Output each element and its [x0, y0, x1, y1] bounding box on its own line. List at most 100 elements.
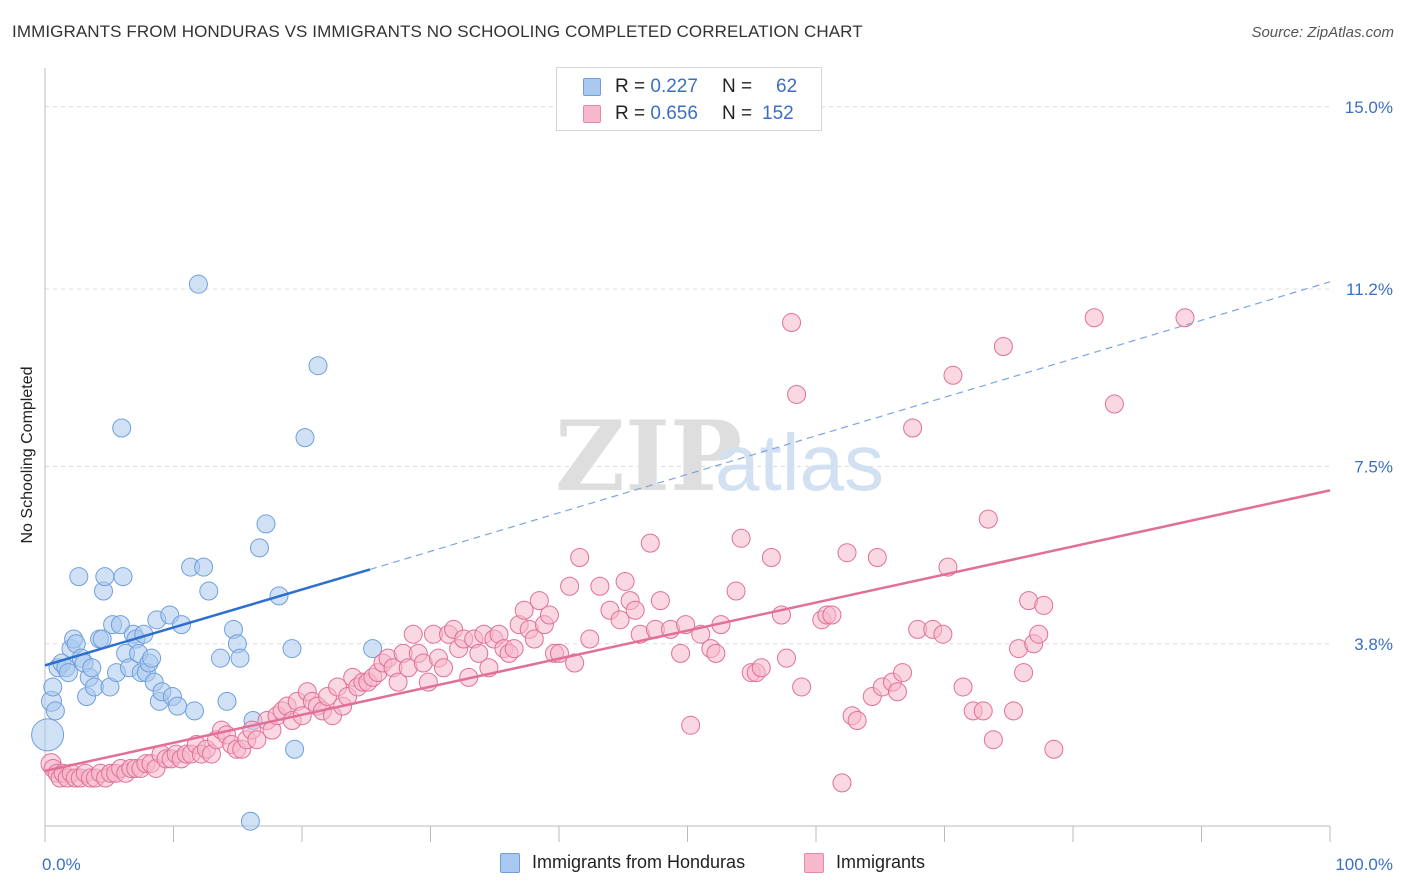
x-tick-label: 0.0%	[42, 855, 81, 874]
trend-immigrants	[44, 489, 1331, 773]
point-immigrants	[978, 509, 998, 529]
point-honduras	[240, 811, 260, 831]
legend-n-label: N =	[721, 76, 753, 97]
point-honduras	[285, 739, 305, 759]
point-immigrants	[529, 591, 549, 611]
bottom-legend-swatch-blue	[500, 852, 520, 873]
point-honduras	[112, 418, 132, 438]
point-immigrants	[1044, 739, 1064, 759]
y-tick-label: 15.0%	[1345, 98, 1393, 117]
point-immigrants	[514, 600, 534, 620]
point-immigrants	[403, 624, 423, 644]
point-immigrants	[822, 605, 842, 625]
point-immigrants	[469, 643, 489, 663]
grid-lines	[45, 106, 1330, 645]
point-immigrants	[650, 591, 670, 611]
point-honduras	[31, 718, 65, 752]
point-immigrants	[247, 730, 267, 750]
y-tick-label: 7.5%	[1354, 457, 1393, 476]
point-immigrants	[761, 547, 781, 567]
point-honduras	[188, 274, 208, 294]
point-honduras	[185, 701, 204, 721]
point-immigrants	[933, 624, 953, 644]
point-immigrants	[580, 629, 600, 649]
point-honduras	[110, 615, 130, 635]
point-immigrants	[625, 600, 645, 620]
point-immigrants	[751, 658, 771, 678]
point-honduras	[199, 581, 219, 601]
point-immigrants	[388, 672, 408, 692]
point-immigrants	[943, 365, 963, 385]
point-immigrants	[1084, 308, 1104, 328]
trend-lines	[44, 281, 1331, 773]
watermark-atlas: atlas	[715, 418, 884, 507]
watermark-zip: ZIP	[555, 400, 742, 513]
point-immigrants	[590, 576, 610, 596]
point-honduras	[95, 567, 115, 587]
x-tick-label: 100.0%	[1335, 855, 1393, 874]
point-honduras	[45, 701, 65, 721]
legend-r-value: 0.656	[650, 103, 698, 124]
point-honduras	[58, 663, 78, 683]
point-honduras	[82, 658, 102, 678]
point-immigrants	[706, 643, 726, 663]
point-immigrants	[1034, 595, 1054, 615]
legend-n-value: 62	[776, 76, 798, 97]
point-honduras	[142, 648, 162, 668]
point-immigrants	[726, 581, 746, 601]
point-immigrants	[893, 663, 913, 683]
point-immigrants	[640, 533, 660, 553]
point-honduras	[230, 648, 250, 668]
stats-legend: R = 0.227 N = 62 R = 0.656 N = 152	[556, 67, 822, 131]
legend-row-honduras: R = 0.227 N = 62	[583, 75, 797, 99]
bottom-legend-label: Immigrants	[836, 852, 926, 872]
point-immigrants	[903, 418, 923, 438]
point-honduras	[211, 648, 230, 668]
legend-row-immigrants: R = 0.656 N = 152	[583, 102, 794, 126]
legend-n-label: N =	[721, 103, 753, 124]
point-immigrants	[993, 337, 1013, 357]
point-immigrants	[983, 730, 1003, 750]
point-immigrants	[777, 648, 797, 668]
chart-title: IMMIGRANTS FROM HONDURAS VS IMMIGRANTS N…	[12, 22, 863, 41]
point-immigrants	[433, 658, 453, 678]
point-honduras	[194, 557, 214, 577]
point-immigrants	[560, 576, 580, 596]
point-immigrants	[847, 711, 867, 731]
point-immigrants	[615, 571, 635, 591]
point-immigrants	[1175, 308, 1195, 328]
point-honduras	[308, 356, 328, 376]
point-immigrants	[504, 639, 524, 659]
point-immigrants	[1014, 663, 1034, 683]
point-honduras	[168, 696, 188, 716]
point-immigrants	[1029, 624, 1049, 644]
legend-r-label: R =	[615, 76, 646, 97]
point-immigrants	[524, 629, 544, 649]
point-immigrants	[837, 543, 857, 563]
point-honduras	[113, 567, 133, 587]
y-tick-label: 11.2%	[1346, 280, 1393, 299]
point-immigrants	[953, 677, 973, 697]
bottom-legend-immigrants: Immigrants	[804, 852, 925, 873]
point-honduras	[295, 428, 315, 448]
point-immigrants	[787, 384, 807, 404]
point-immigrants	[731, 528, 751, 548]
bottom-legend-swatch-pink	[804, 852, 824, 873]
point-immigrants	[887, 682, 907, 702]
legend-n-value: 152	[762, 103, 794, 124]
bottom-legend-honduras: Immigrants from Honduras	[500, 852, 745, 873]
point-immigrants	[792, 677, 812, 697]
point-honduras	[217, 691, 237, 711]
tick-labels: 3.8% 7.5% 11.2% 15.0% 0.0% 100.0%	[42, 98, 1393, 874]
point-honduras	[363, 639, 383, 659]
point-immigrants	[539, 605, 559, 625]
point-immigrants	[570, 547, 590, 567]
trend-honduras	[44, 568, 371, 667]
point-honduras	[256, 514, 276, 534]
y-tick-label: 3.8%	[1354, 635, 1393, 654]
point-immigrants	[867, 547, 887, 567]
point-immigrants	[671, 643, 691, 663]
legend-swatch-pink	[583, 105, 601, 123]
point-immigrants	[832, 773, 852, 793]
